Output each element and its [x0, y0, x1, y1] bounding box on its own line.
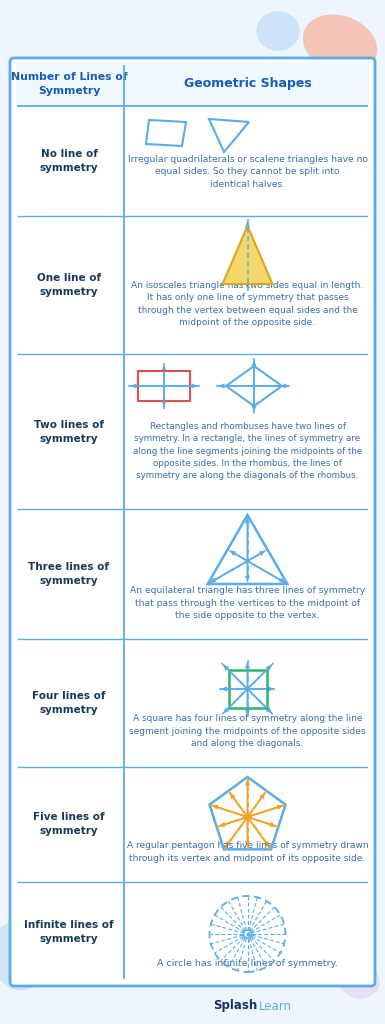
Bar — [138, 371, 190, 401]
FancyBboxPatch shape — [10, 58, 375, 986]
Ellipse shape — [257, 12, 299, 50]
Text: One line of
symmetry: One line of symmetry — [37, 273, 101, 297]
Text: Rectangles and rhombuses have two lines of
symmetry. In a rectangle, the lines o: Rectangles and rhombuses have two lines … — [133, 422, 362, 480]
Bar — [229, 670, 266, 708]
Text: Four lines of
symmetry: Four lines of symmetry — [32, 691, 106, 715]
Ellipse shape — [341, 966, 379, 998]
Text: An isosceles triangle has two sides equal in length.
It has only one line of sym: An isosceles triangle has two sides equa… — [131, 282, 363, 327]
Polygon shape — [223, 226, 273, 284]
Text: Learn: Learn — [258, 999, 291, 1013]
Text: An equilateral triangle has three lines of symmetry
that pass through the vertic: An equilateral triangle has three lines … — [130, 587, 365, 620]
Text: Irregular quadrilaterals or scalene triangles have no
equal sides. So they canno: Irregular quadrilaterals or scalene tria… — [127, 156, 368, 188]
Text: No line of
symmetry: No line of symmetry — [40, 150, 98, 173]
Bar — [16, 62, 369, 106]
Text: Splash: Splash — [213, 999, 258, 1013]
Text: A circle has infinite lines of symmetry.: A circle has infinite lines of symmetry. — [157, 959, 338, 969]
Text: Two lines of
symmetry: Two lines of symmetry — [34, 420, 104, 443]
Text: Five lines of
symmetry: Five lines of symmetry — [33, 812, 105, 837]
Text: A square has four lines of symmetry along the line
segment joining the midpoints: A square has four lines of symmetry alon… — [129, 715, 366, 748]
Ellipse shape — [303, 15, 377, 73]
Text: Number of Lines of
Symmetry: Number of Lines of Symmetry — [11, 73, 127, 95]
Text: Infinite lines of
symmetry: Infinite lines of symmetry — [24, 920, 114, 944]
Ellipse shape — [0, 923, 44, 990]
Text: Geometric Shapes: Geometric Shapes — [184, 78, 311, 90]
Text: Three lines of
symmetry: Three lines of symmetry — [28, 562, 109, 586]
Circle shape — [243, 930, 251, 938]
Text: A regular pentagon has five lines of symmetry drawn
through its vertex and midpo: A regular pentagon has five lines of sym… — [127, 842, 368, 862]
